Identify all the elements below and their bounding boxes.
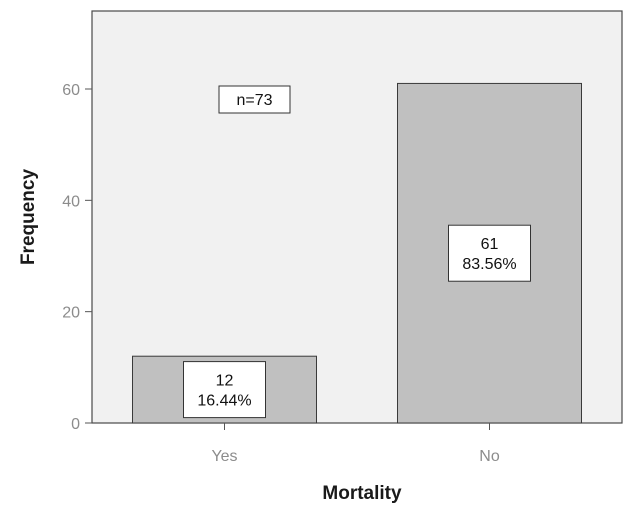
y-tick-label-40: 40 [62, 193, 80, 210]
bar-count-label-yes: 12 [216, 373, 234, 390]
y-axis-title: Frequency [18, 169, 39, 266]
bar-percent-label-yes: 16.44% [197, 393, 251, 410]
x-axis-title: Mortality [322, 483, 402, 504]
n-annotation-box [218, 85, 291, 114]
n-annotation-text: n=73 [236, 92, 272, 109]
bar-percent-label-no: 83.56% [462, 256, 516, 273]
y-tick-label-0: 0 [71, 416, 80, 433]
y-tick-label-60: 60 [62, 82, 80, 99]
bar-label-box-yes [183, 361, 266, 419]
bar-count-label-no: 61 [481, 236, 499, 253]
y-tick-label-20: 20 [62, 305, 80, 322]
x-tick-label-yes: Yes [211, 448, 237, 465]
bar-labels-group: 12 16.44% 61 83.56% [183, 224, 531, 419]
n-annotation: n=73 [218, 85, 291, 114]
x-tick-label-no: No [479, 448, 500, 465]
y-axis: 0 20 40 60 [62, 82, 92, 433]
bar-label-box-no [448, 224, 531, 282]
x-axis: Yes No [211, 423, 500, 465]
